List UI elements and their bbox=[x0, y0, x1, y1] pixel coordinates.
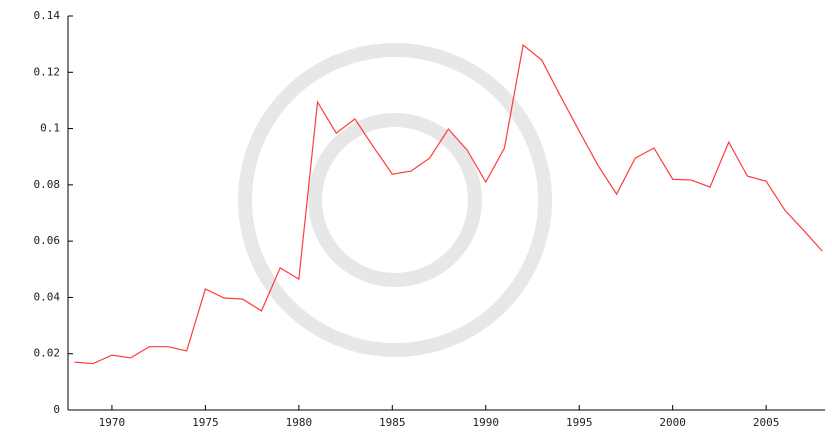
x-tick-label: 2005 bbox=[753, 416, 780, 429]
x-tick-label: 1985 bbox=[379, 416, 406, 429]
x-tick-label: 1995 bbox=[566, 416, 593, 429]
y-tick-label: 0.04 bbox=[34, 290, 61, 303]
watermark bbox=[245, 50, 545, 350]
y-tick-label: 0.12 bbox=[34, 65, 61, 78]
chart: 0 0.02 0.04 0.06 0.08 0.1 0.12 0.14 1970 1975 1980… bbox=[0, 0, 832, 432]
y-tick-label: 0 bbox=[53, 403, 60, 416]
y-tick-label: 0.06 bbox=[34, 234, 61, 247]
y-tick-label: 0.08 bbox=[34, 178, 61, 191]
x-tick-label: 1990 bbox=[473, 416, 500, 429]
x-tick-label: 1980 bbox=[286, 416, 313, 429]
data-line bbox=[75, 45, 823, 364]
y-tick-label: 0.1 bbox=[40, 122, 60, 135]
x-tick-label: 1975 bbox=[192, 416, 219, 429]
x-tick-label: 1970 bbox=[99, 416, 126, 429]
x-tick-label: 2000 bbox=[659, 416, 686, 429]
y-tick-label: 0.14 bbox=[34, 9, 61, 22]
y-tick-label: 0.02 bbox=[34, 347, 61, 360]
